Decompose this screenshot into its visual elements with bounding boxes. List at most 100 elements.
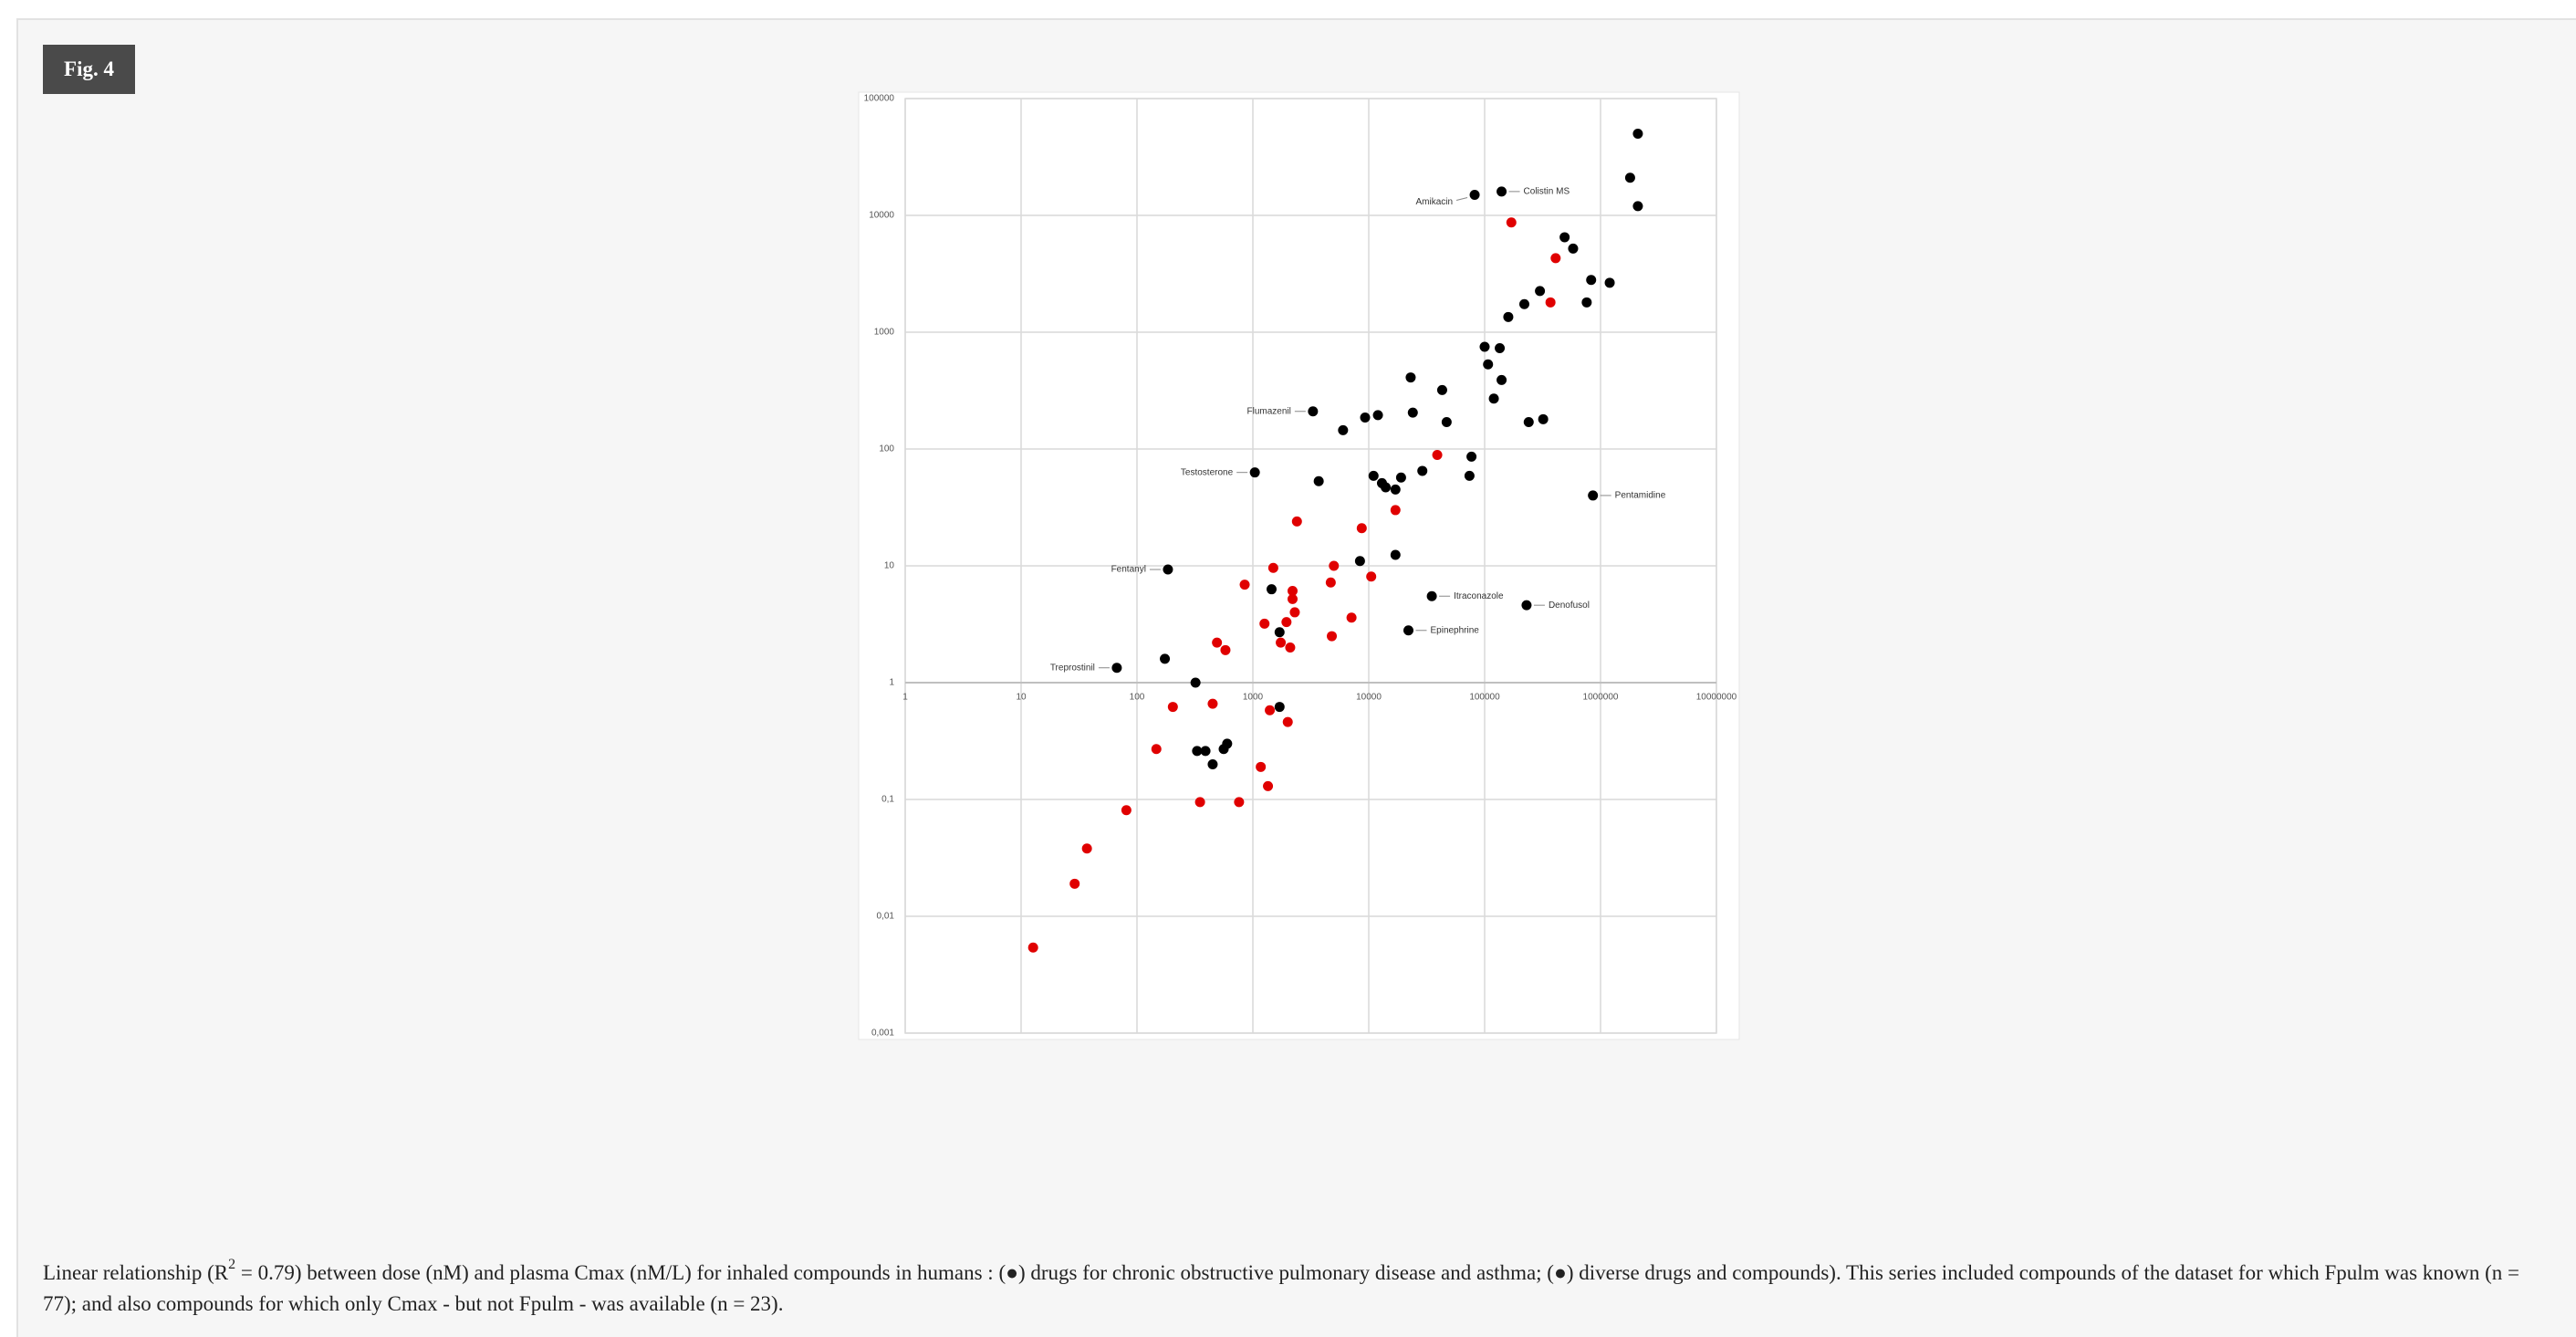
x-tick-label: 1000 <box>1243 693 1264 703</box>
data-point <box>1239 580 1250 590</box>
data-point <box>1338 424 1349 435</box>
leader-line <box>1455 196 1468 201</box>
data-point <box>1632 201 1643 212</box>
data-point <box>1559 232 1570 243</box>
annotated-point <box>1403 625 1413 636</box>
x-tick-label: 100000 <box>1469 693 1500 703</box>
data-point <box>1441 417 1452 428</box>
annotation-label: Epinephrine <box>1430 625 1479 635</box>
annotation-label: Treprostinil <box>1050 663 1095 673</box>
data-point <box>1483 359 1494 370</box>
data-point <box>1488 393 1499 404</box>
annotation-label: Fentanyl <box>1111 565 1146 575</box>
data-point <box>1417 465 1428 476</box>
data-point <box>1506 217 1517 228</box>
annotated-point <box>1249 467 1260 478</box>
data-point <box>1390 505 1401 516</box>
data-point <box>1287 593 1298 604</box>
data-point <box>1234 797 1245 808</box>
data-point <box>1259 618 1270 629</box>
data-point <box>1220 644 1231 655</box>
annotated-point <box>1497 186 1507 197</box>
data-point <box>1329 560 1340 571</box>
data-point <box>1545 297 1556 308</box>
data-point <box>1285 642 1296 653</box>
data-point <box>1432 449 1443 460</box>
data-point <box>1464 470 1475 481</box>
data-point <box>1151 744 1162 755</box>
annotation-label: Itraconazole <box>1454 591 1504 601</box>
data-point <box>1495 342 1506 353</box>
data-point <box>1256 761 1267 772</box>
data-point <box>1263 780 1274 791</box>
data-point <box>1368 470 1379 481</box>
data-point <box>1069 878 1080 889</box>
y-tick-label: 1 <box>889 678 894 688</box>
data-point <box>1436 384 1447 395</box>
annotation-label: Pentamidine <box>1615 491 1666 501</box>
caption-text: = 0.79) between dose (nM) and plasma Cma… <box>43 1261 2520 1315</box>
data-point <box>1121 805 1132 816</box>
data-point <box>1390 484 1401 495</box>
data-point <box>1581 297 1592 308</box>
x-tick-label: 10000000 <box>1696 693 1737 703</box>
y-tick-label: 0,01 <box>877 912 895 922</box>
data-point <box>1407 407 1418 418</box>
data-point <box>1632 129 1643 140</box>
data-point <box>1207 698 1218 709</box>
x-tick-label: 1000000 <box>1583 693 1619 703</box>
caption-superscript: 2 <box>228 1257 236 1272</box>
data-point <box>1194 797 1205 808</box>
data-point <box>1354 556 1365 567</box>
data-point <box>1267 562 1278 573</box>
data-point <box>1266 584 1277 595</box>
data-point <box>1395 472 1406 483</box>
data-point <box>1274 627 1285 638</box>
data-point <box>1190 677 1201 688</box>
data-point <box>1497 374 1507 385</box>
annotated-point <box>1469 189 1480 200</box>
caption-text: Linear relationship (R <box>43 1261 229 1284</box>
data-point <box>1325 577 1336 588</box>
annotated-point <box>1426 590 1437 601</box>
y-tick-label: 0,001 <box>871 1029 894 1039</box>
y-tick-label: 10000 <box>869 211 894 221</box>
x-tick-label: 1 <box>902 693 908 703</box>
annotation-label: Amikacin <box>1415 197 1453 207</box>
data-point <box>1538 413 1549 424</box>
data-point <box>1568 243 1579 254</box>
data-point <box>1281 617 1292 628</box>
data-point <box>1535 286 1546 297</box>
data-point <box>1381 482 1392 493</box>
y-tick-label: 0,1 <box>881 795 894 805</box>
data-point <box>1291 516 1302 527</box>
annotation-label: Testosterone <box>1181 467 1234 477</box>
data-point <box>1167 702 1178 713</box>
data-point <box>1265 705 1276 716</box>
data-point <box>1200 746 1211 757</box>
data-point <box>1222 738 1233 749</box>
data-point <box>1372 410 1383 421</box>
data-point <box>1212 637 1223 648</box>
data-point <box>1276 637 1287 648</box>
data-point <box>1287 585 1298 596</box>
annotated-point <box>1111 663 1122 674</box>
data-point <box>1274 702 1285 713</box>
data-point <box>1356 523 1367 534</box>
data-point <box>1503 311 1514 322</box>
data-point <box>1366 571 1377 582</box>
annotated-point <box>1163 564 1173 575</box>
annotated-point <box>1588 490 1599 501</box>
data-point <box>1466 451 1477 462</box>
annotated-point <box>1308 406 1319 417</box>
x-tick-label: 10000 <box>1356 693 1382 703</box>
annotation-label: Denofusol <box>1549 601 1590 611</box>
data-point <box>1586 275 1597 286</box>
figure-label: Fig. 4 <box>43 45 135 94</box>
y-tick-label: 100 <box>879 444 894 454</box>
data-point <box>1550 253 1561 264</box>
data-point <box>1390 549 1401 560</box>
caption: Linear relationship (R2 = 0.79) between … <box>43 1258 2543 1320</box>
